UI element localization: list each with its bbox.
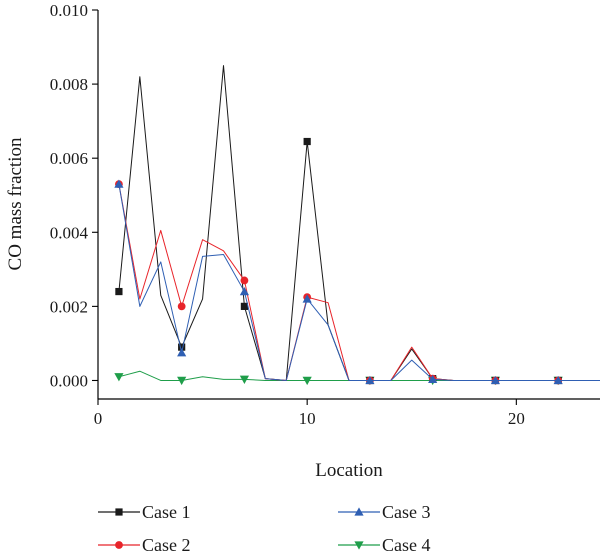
legend-marker-case-2: [115, 541, 123, 549]
y-tick-label: 0.010: [50, 1, 88, 20]
x-axis-title: Location: [315, 460, 383, 481]
legend: Case 1 Case 2 Case 3 Case 4: [98, 502, 431, 555]
case-3-point: [365, 375, 375, 385]
case-4-point: [239, 375, 250, 384]
case-4-point: [302, 376, 312, 386]
case-1-point: [240, 302, 249, 310]
case-3-point: [114, 179, 124, 188]
case-2-point: [177, 302, 186, 311]
legend-marker-case-1: [115, 508, 123, 516]
case-2-point: [240, 276, 249, 285]
case-2-series: [115, 180, 600, 385]
y-tick-label: 0.000: [50, 371, 88, 390]
y-tick-label: 0.002: [50, 297, 88, 316]
case-4-line: [118, 370, 600, 381]
case-4-series: [114, 370, 600, 386]
y-axis-title: CO mass fraction: [5, 137, 26, 270]
case-1-series: [115, 65, 600, 385]
y-tick-label: 0.004: [50, 223, 89, 242]
legend-label-case-2: Case 2: [142, 535, 191, 555]
legend-marker-case-3: [354, 507, 364, 516]
x-tick-label: 0: [94, 409, 103, 428]
y-tick-label: 0.006: [50, 149, 88, 168]
x-tick-label: 20: [508, 409, 525, 428]
legend-item-case-2: Case 2: [98, 535, 191, 555]
case-3-point: [177, 348, 187, 357]
legend-item-case-3: Case 3: [338, 502, 431, 522]
case-1-point: [115, 287, 123, 296]
case-3-point: [428, 374, 438, 384]
case-3-series: [114, 179, 600, 385]
legend-label-case-1: Case 1: [142, 502, 191, 522]
case-3-line: [118, 184, 600, 381]
legend-label-case-4: Case 4: [382, 535, 431, 555]
case-3-point: [239, 286, 250, 296]
legend-marker-case-4: [354, 541, 364, 550]
case-3-point: [553, 375, 563, 385]
legend-item-case-4: Case 4: [338, 535, 431, 555]
case-2-line: [118, 184, 600, 381]
y-tick-label: 0.008: [50, 75, 88, 94]
case-1-line: [118, 65, 600, 381]
case-3-point: [490, 375, 501, 385]
case-4-point: [177, 376, 187, 386]
legend-label-case-3: Case 3: [382, 502, 431, 522]
x-ticks: 0 10 20: [94, 399, 525, 428]
y-ticks: 0.000 0.002 0.004 0.006 0.008 0.010: [50, 1, 98, 390]
x-tick-label: 10: [299, 409, 316, 428]
legend-item-case-1: Case 1: [98, 502, 191, 522]
case-3-point: [302, 294, 312, 303]
axes: [97, 10, 600, 400]
case-1-point: [303, 137, 311, 146]
case-4-point: [114, 373, 124, 382]
case-1-point: [178, 343, 186, 351]
series-layer: [114, 65, 600, 386]
